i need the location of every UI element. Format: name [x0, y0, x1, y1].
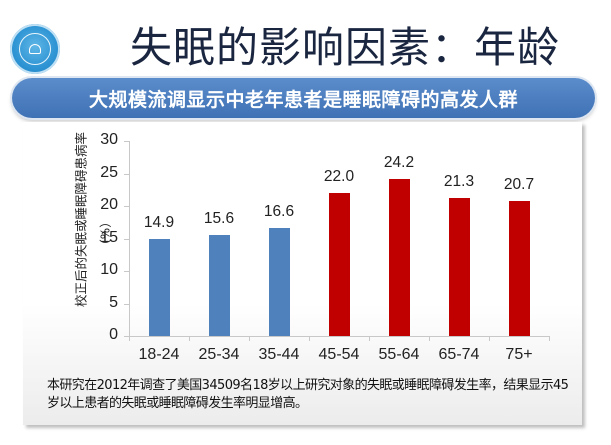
bar-value-label: 14.9: [143, 214, 175, 232]
bar-value-label: 21.3: [443, 172, 475, 190]
y-tick-label: 20: [100, 196, 118, 213]
subtitle-banner: 大规模流调显示中老年患者是睡眠障碍的高发人群: [12, 78, 595, 118]
banner-text: 大规模流调显示中老年患者是睡眠障碍的高发人群: [88, 88, 518, 111]
bar-55-64: [388, 178, 410, 336]
y-tick-label: 5: [109, 293, 118, 311]
x-axis-line: [129, 336, 549, 337]
page-title: 失眠的影响因素：年龄: [130, 23, 561, 72]
logo-emblem-icon: [29, 44, 41, 54]
bar-65-74: [448, 197, 470, 336]
y-tick: [124, 173, 129, 175]
y-tick: [124, 238, 129, 240]
y-tick: [124, 303, 129, 305]
y-tick-label: 25: [100, 163, 118, 181]
y-tick-label: 30: [100, 131, 118, 148]
y-tick-label: 0: [109, 326, 118, 343]
institution-logo: [10, 24, 60, 74]
bar-45-54: [328, 193, 350, 336]
y-axis-line: [129, 141, 130, 336]
x-category-label: 25-34: [198, 346, 240, 363]
x-tick: [549, 336, 550, 341]
y-tick: [124, 206, 129, 207]
x-tick: [129, 336, 130, 341]
bar-35-44: [268, 228, 290, 336]
x-category-label: 65-74: [438, 346, 480, 363]
study-note: 本研究在2012年调查了美国34509名18岁以上研究对象的失眠或睡眠障碍发生率…: [47, 378, 569, 411]
bar-value-label: 16.6: [263, 203, 295, 221]
x-tick: [489, 336, 490, 341]
y-tick-label: 10: [100, 261, 118, 278]
y-tick-label: 15: [100, 228, 118, 246]
y-tick: [124, 141, 129, 142]
logo-ring-icon: [19, 33, 51, 65]
x-tick: [309, 336, 310, 341]
bar-value-label: 22.0: [323, 168, 355, 185]
x-category-label: 55-64: [378, 346, 420, 363]
x-tick: [429, 336, 430, 341]
x-tick: [249, 336, 250, 341]
y-axis-label: 校正后的失眠或睡眠障碍患病率: [73, 132, 89, 308]
bar-25-34: [208, 234, 230, 336]
bar-18-24: [148, 239, 170, 336]
x-tick: [369, 336, 370, 341]
bar-value-label: 20.7: [503, 176, 535, 194]
bar-value-label: 15.6: [203, 209, 235, 227]
y-tick: [124, 271, 129, 272]
y-tick: [124, 336, 129, 337]
bar-value-label: 24.2: [383, 153, 415, 171]
x-tick: [189, 336, 190, 341]
x-category-label: 75+: [505, 346, 533, 363]
x-category-label: 35-44: [258, 346, 300, 363]
x-category-label: 45-54: [318, 346, 360, 363]
y-axis-title: 校正后的失眠或睡眠障碍患病率 （%）: [50, 125, 113, 325]
bar-75+: [508, 201, 530, 336]
x-category-label: 18-24: [138, 346, 180, 363]
chart-panel: [23, 122, 582, 425]
